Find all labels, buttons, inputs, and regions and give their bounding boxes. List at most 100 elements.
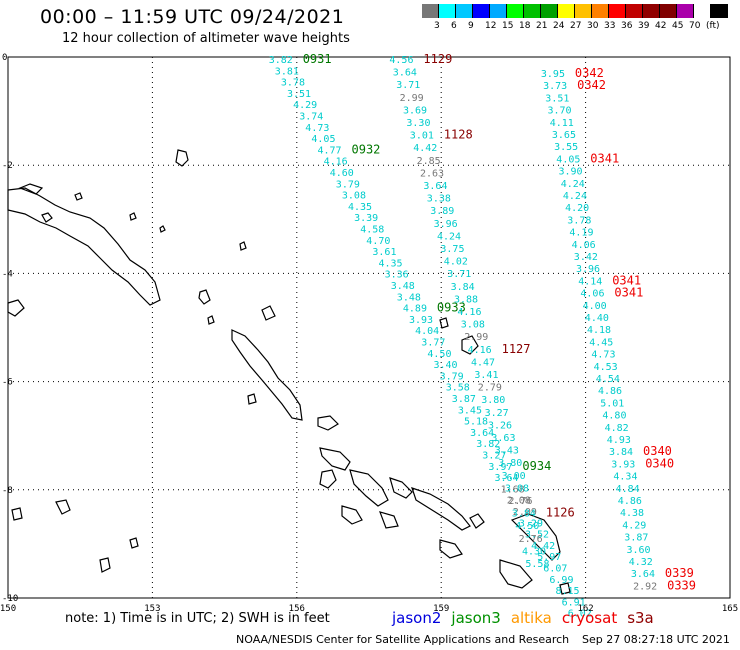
legend-swatch [592, 4, 609, 18]
wave-height-value: 4.54 [596, 374, 620, 385]
longitude-label: 162 [577, 604, 593, 614]
latitude-label: -4 [2, 269, 13, 279]
wave-height-value: 3.73 [543, 81, 567, 92]
wave-height-value: 4.19 [569, 228, 593, 239]
pass-time-label: 0340 [645, 456, 674, 470]
map-title: 00:00 – 11:59 UTC 09/24/2021 [40, 6, 345, 28]
pass-time-label: 0341 [590, 151, 619, 165]
wave-height-value: 5.58 [525, 559, 549, 570]
wave-height-value: 4.18 [587, 325, 611, 336]
pass-time-label: 0932 [352, 142, 381, 156]
pass-time-label: 0933 [437, 301, 466, 315]
wave-height-value: 4.06 [572, 240, 596, 251]
wave-height-value: 3.61 [372, 247, 396, 258]
wave-height-value: 2.79 [478, 383, 502, 394]
wave-height-value: 3.97 [488, 462, 512, 473]
wave-height-value: 4.04 [415, 326, 439, 337]
legend-swatch [507, 4, 524, 18]
legend-swatch [524, 4, 541, 18]
wave-height-value: 3.84 [512, 509, 536, 520]
wave-height-value: 2.99 [400, 93, 424, 104]
wave-height-value: 6.02 [568, 609, 592, 620]
wave-height-value: 3.26 [488, 420, 512, 431]
track-c: 3.953.733.513.704.113.653.554.053.904.24… [541, 66, 696, 592]
footer-note: note: 1) Time is in UTC; 2) SWH is in fe… [65, 611, 330, 626]
legend-swatch [643, 4, 660, 18]
pass-time-label: 1127 [502, 342, 531, 356]
legend-label: 33 [604, 21, 616, 31]
wave-height-value: 6.07 [543, 564, 567, 575]
pass-time-label: 0934 [522, 459, 551, 473]
wave-height-value: 4.73 [305, 123, 329, 134]
longitude-label: 153 [144, 604, 160, 614]
wave-height-value: 4.29 [293, 100, 317, 111]
longitude-label: 159 [433, 604, 449, 614]
wave-height-value: 4.42 [531, 541, 555, 552]
legend-swatch [439, 4, 456, 18]
wave-height-value: 3.39 [354, 213, 378, 224]
wave-height-value: 3.87 [452, 394, 476, 405]
satellite-legend: jason2 jason3 altika cryosat s3a [392, 609, 664, 627]
wave-height-value: 4.05 [311, 134, 335, 145]
wave-height-value: 3.90 [559, 167, 583, 178]
wave-height-value: 4.29 [622, 520, 646, 531]
pass-time-label: 1128 [444, 128, 473, 142]
wave-height-value: 3.08 [342, 191, 366, 202]
pass-time-label: 1129 [423, 52, 452, 66]
latitude-label: 0 [2, 53, 7, 63]
wave-height-value: 3.64 [495, 473, 519, 484]
wave-height-value: 2.99 [464, 332, 488, 343]
wave-height-value: 2.63 [420, 168, 444, 179]
wave-height-value: 4.16 [457, 307, 481, 318]
wave-height-value: 2.92 [633, 581, 657, 592]
wave-height-value: 5.01 [600, 398, 624, 409]
legend-swatch [694, 4, 711, 18]
wave-height-value: 4.50 [427, 349, 451, 360]
wave-height-value: 4.24 [561, 179, 585, 190]
wave-height-value: 3.96 [576, 264, 600, 275]
wave-height-value: 5.18 [464, 417, 488, 428]
wave-height-value: 3.71 [447, 269, 471, 280]
legend-label: 42 [655, 21, 667, 31]
legend-swatch [456, 4, 473, 18]
pass-time-label: 0342 [575, 66, 604, 80]
wave-height-value: 3.51 [287, 89, 311, 100]
latitude-label: -2 [2, 161, 13, 171]
latitude-label: -10 [2, 594, 18, 604]
wave-height-value: 3.70 [548, 106, 572, 117]
legend-swatch [677, 4, 694, 18]
satellite-name: cryosat [561, 609, 618, 627]
pass-time-label: 0931 [303, 52, 332, 66]
map-grid [7, 56, 731, 599]
wave-height-value: 4.42 [413, 143, 437, 154]
wave-height-value: 3.48 [391, 281, 415, 292]
wave-height-value: 4.32 [629, 557, 653, 568]
wave-height-value: 3.84 [609, 447, 633, 458]
pass-time-label: 0339 [665, 566, 694, 580]
legend-swatch [422, 4, 439, 18]
legend-swatch [711, 4, 728, 18]
wave-height-value: 4.24 [563, 191, 587, 202]
wave-height-value: 1.68 [501, 484, 525, 495]
wave-height-value: 3.88 [454, 294, 478, 305]
wave-height-value: 3.93 [409, 315, 433, 326]
wave-height-value: 3.40 [434, 360, 458, 371]
wave-height-value: 3.64 [631, 569, 655, 580]
wave-height-value: 2.85 [417, 156, 441, 167]
wave-height-value: 4.89 [403, 304, 427, 315]
legend-label: 6 [451, 21, 457, 31]
wave-height-value: 4.47 [471, 357, 495, 368]
wave-height-value: 3.60 [627, 545, 651, 556]
legend-swatch [490, 4, 507, 18]
wave-height-value: 4.06 [580, 289, 604, 300]
legend-swatch [609, 4, 626, 18]
wave-height-value: 4.82 [605, 423, 629, 434]
wave-height-value: 4.56 [389, 55, 413, 66]
latitude-label: -8 [2, 486, 13, 496]
wave-height-value: 4.40 [585, 313, 609, 324]
wave-height-value: 3.38 [427, 194, 451, 205]
wave-height-value: 4.30 [522, 546, 546, 557]
wave-height-value: 4.24 [437, 231, 461, 242]
generation-timestamp: Sep 27 08:27:18 UTC 2021 [582, 633, 730, 646]
pass-time-label: 0341 [612, 273, 641, 287]
